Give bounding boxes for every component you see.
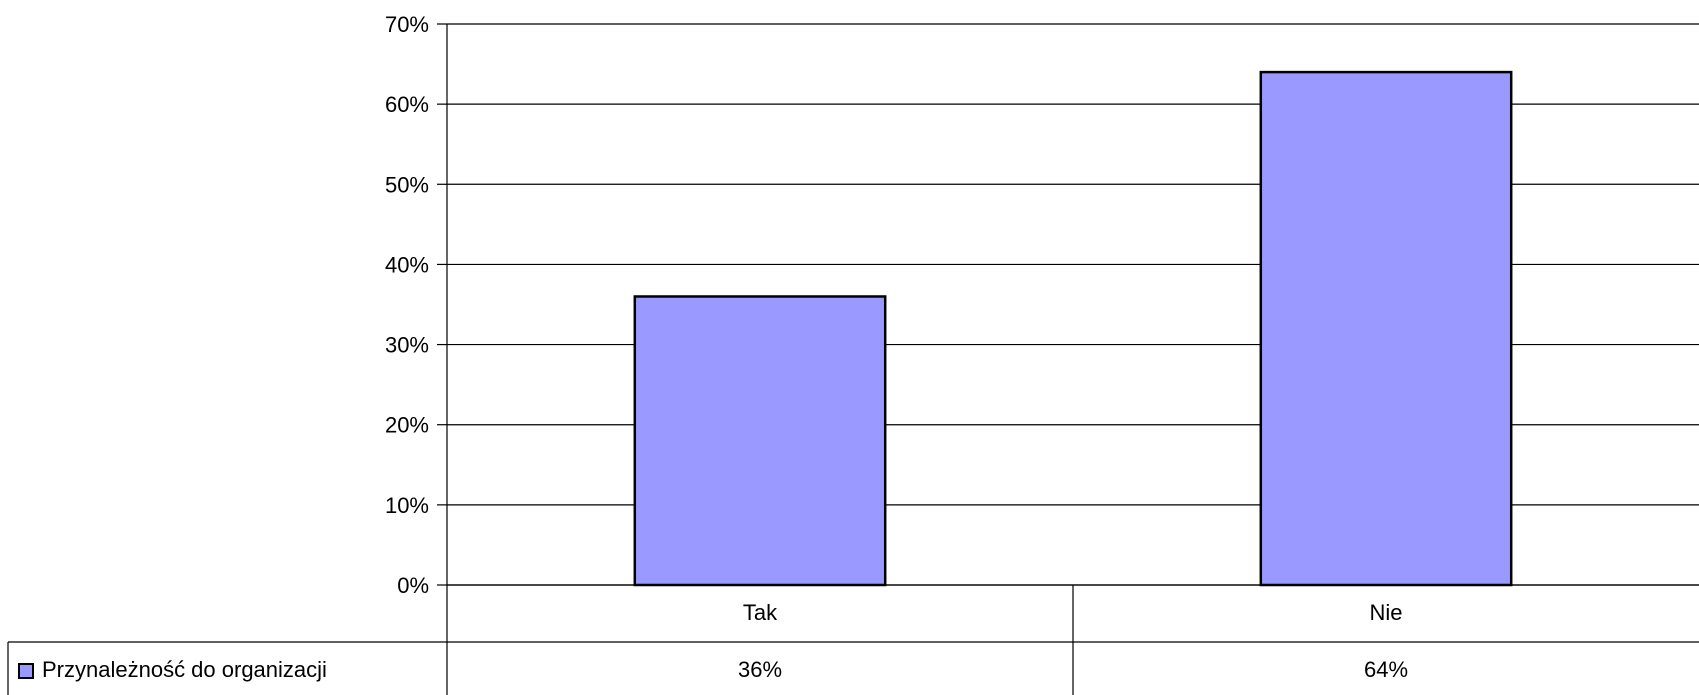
- data-table: Tak 36% Nie 64% Przynależność do organizacji: [7, 584, 1699, 695]
- bar-nie: [1259, 70, 1513, 587]
- y-tick-label: 50%: [385, 172, 429, 197]
- y-tick-label: 0%: [397, 573, 429, 598]
- legend-swatch: [18, 663, 34, 679]
- legend-label: Przynależność do organizacji: [42, 657, 327, 682]
- y-tick-labels: 0% 10% 20% 30% 40% 50% 60% 70%: [385, 12, 429, 598]
- y-tick-label: 20%: [385, 413, 429, 438]
- category-label: Nie: [1369, 600, 1402, 625]
- bar-tak: [633, 295, 887, 587]
- data-label: 36%: [738, 657, 782, 682]
- bars: [633, 70, 1513, 587]
- y-tick-label: 60%: [385, 92, 429, 117]
- y-tick-label: 40%: [385, 252, 429, 277]
- y-tick-label: 30%: [385, 333, 429, 358]
- axes: [437, 23, 448, 695]
- category-label: Tak: [743, 600, 778, 625]
- data-label: 64%: [1364, 657, 1408, 682]
- y-tick-label: 70%: [385, 12, 429, 37]
- y-tick-label: 10%: [385, 493, 429, 518]
